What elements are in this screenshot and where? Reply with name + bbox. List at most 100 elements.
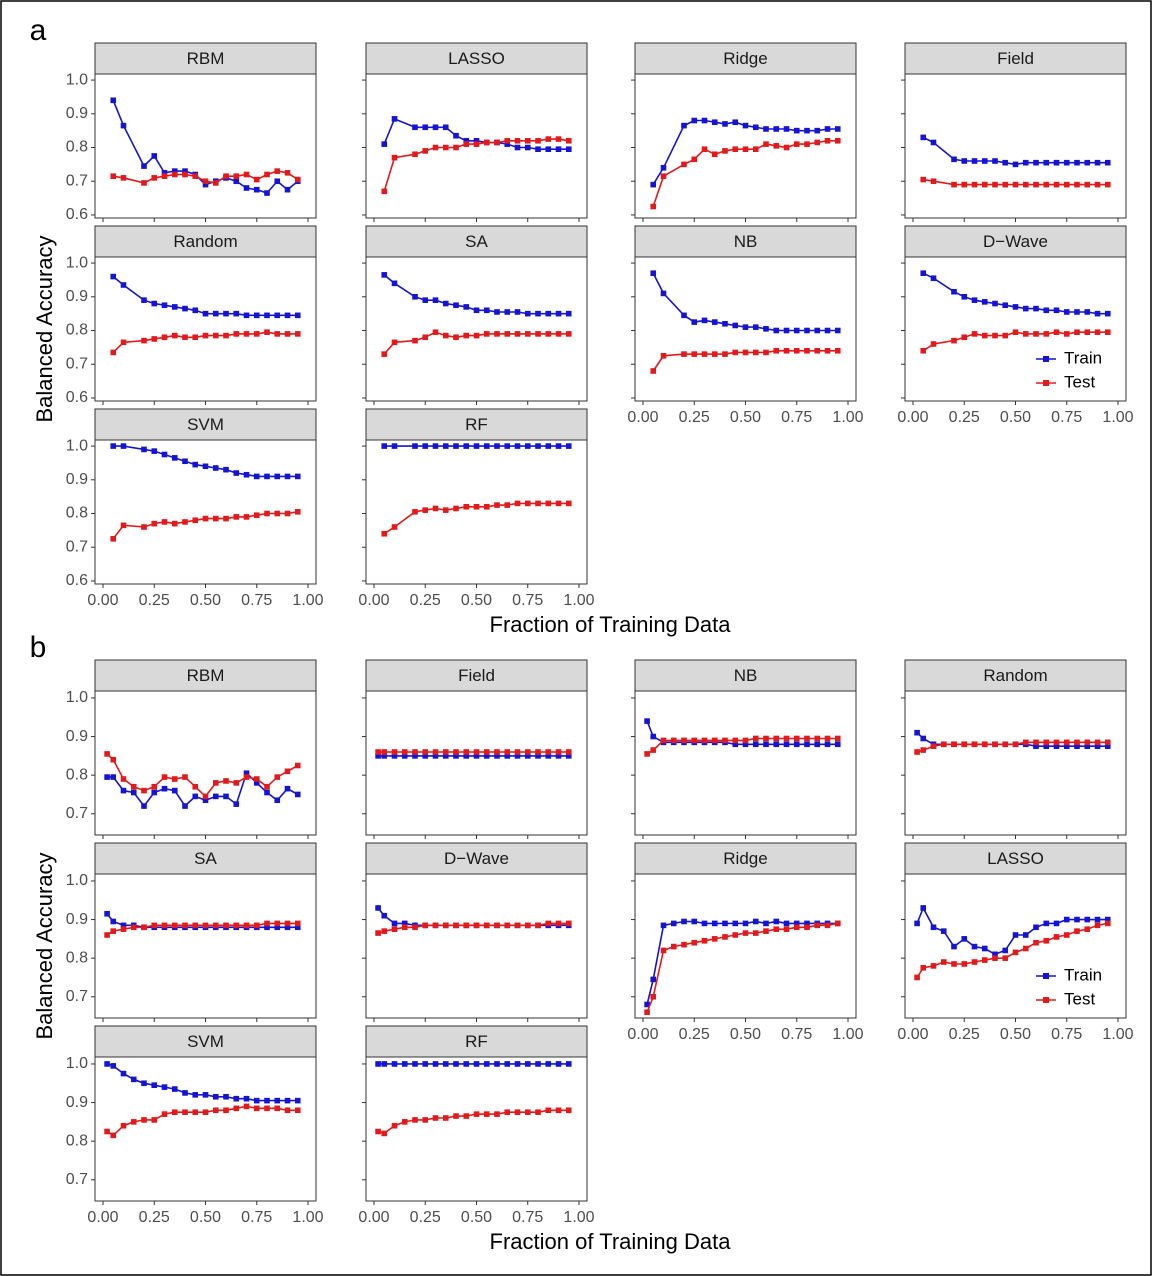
data-point [182, 334, 188, 341]
data-point [1094, 916, 1101, 923]
data-point [274, 920, 281, 927]
x-axis-title: Fraction of Training Data [490, 612, 732, 637]
data-point [233, 331, 240, 337]
data-point [442, 300, 449, 307]
data-point [412, 749, 418, 755]
data-point [504, 1109, 511, 1116]
data-point [120, 339, 127, 346]
data-point [650, 368, 657, 374]
data-point [701, 737, 708, 744]
data-point [264, 473, 270, 480]
y-tick-label: 0.6 [66, 572, 88, 589]
data-point [243, 922, 250, 929]
data-point [660, 173, 667, 179]
data-point [401, 749, 408, 755]
legend-swatch-point [1043, 380, 1049, 386]
facet-title: SA [465, 232, 488, 251]
x-tick-label: 0.00 [897, 409, 928, 426]
data-point [650, 747, 657, 753]
data-point [1094, 739, 1101, 746]
x-tick-label: 0.00 [358, 1209, 389, 1226]
data-point [793, 924, 800, 931]
data-point [722, 148, 728, 154]
data-point [182, 803, 188, 809]
data-point [670, 737, 677, 744]
data-point [514, 500, 521, 507]
y-tick-label: 0.8 [66, 949, 88, 966]
x-tick-label: 0.25 [679, 409, 710, 426]
data-point [463, 1113, 470, 1119]
data-point [1084, 159, 1091, 166]
data-point [202, 1092, 209, 1098]
data-point [442, 443, 449, 449]
data-point [514, 1061, 521, 1067]
data-point [233, 514, 240, 520]
x-tick-label: 0.50 [461, 1209, 492, 1226]
data-point [783, 926, 790, 933]
data-point [1084, 743, 1091, 750]
x-tick-label: 0.25 [139, 1209, 170, 1226]
facet-title: Ridge [723, 49, 767, 68]
data-point [284, 510, 291, 517]
data-point [793, 141, 800, 147]
data-point [920, 905, 927, 911]
facet-title: RF [465, 1032, 488, 1051]
x-tick-label: 1.00 [832, 409, 863, 426]
data-point [732, 322, 739, 329]
data-point [565, 146, 572, 153]
x-tick-label: 0.75 [241, 1209, 272, 1226]
data-point [814, 735, 821, 742]
data-point [660, 737, 667, 744]
data-point [834, 137, 841, 144]
data-point [453, 749, 459, 755]
data-point [920, 965, 927, 971]
data-point [233, 922, 240, 929]
data-point [951, 337, 957, 344]
legend-label: Train [1064, 965, 1102, 984]
data-point [253, 186, 260, 193]
data-point [1022, 305, 1029, 312]
data-point [141, 803, 147, 809]
data-point [141, 787, 147, 794]
data-point [120, 787, 127, 794]
facet-title: LASSO [987, 849, 1044, 868]
data-point [1033, 159, 1039, 166]
data-point [1094, 310, 1101, 317]
data-point [504, 137, 511, 144]
data-point [171, 455, 178, 461]
data-point [412, 1117, 418, 1123]
x-tick-label: 0.50 [461, 592, 492, 609]
x-tick-label: 0.75 [1051, 409, 1082, 426]
plot-panel [94, 873, 317, 1019]
data-point [182, 519, 188, 525]
data-point [381, 188, 388, 195]
x-tick-label: 0.00 [87, 592, 118, 609]
data-point [524, 1061, 531, 1067]
data-point [555, 500, 562, 507]
data-point [412, 753, 418, 759]
data-point [752, 735, 759, 742]
data-point [141, 1080, 147, 1087]
y-tick-label: 0.9 [66, 471, 88, 488]
data-point [1074, 181, 1080, 188]
plot-panel [94, 439, 317, 585]
data-point [294, 762, 301, 769]
plot-panel [365, 873, 588, 1019]
data-point [1063, 181, 1070, 188]
data-point [223, 332, 229, 339]
data-point [381, 443, 388, 449]
data-point [104, 1061, 110, 1067]
data-point [1074, 309, 1080, 315]
data-point [432, 297, 439, 303]
data-point [555, 1061, 562, 1067]
data-point [752, 349, 759, 356]
plot-panel [634, 690, 857, 836]
data-point [381, 351, 388, 357]
data-point [182, 168, 188, 174]
data-point [442, 749, 449, 755]
data-point [504, 749, 511, 755]
data-point [432, 329, 439, 336]
data-point [504, 1061, 511, 1067]
data-point [151, 300, 158, 307]
data-point [535, 922, 541, 929]
